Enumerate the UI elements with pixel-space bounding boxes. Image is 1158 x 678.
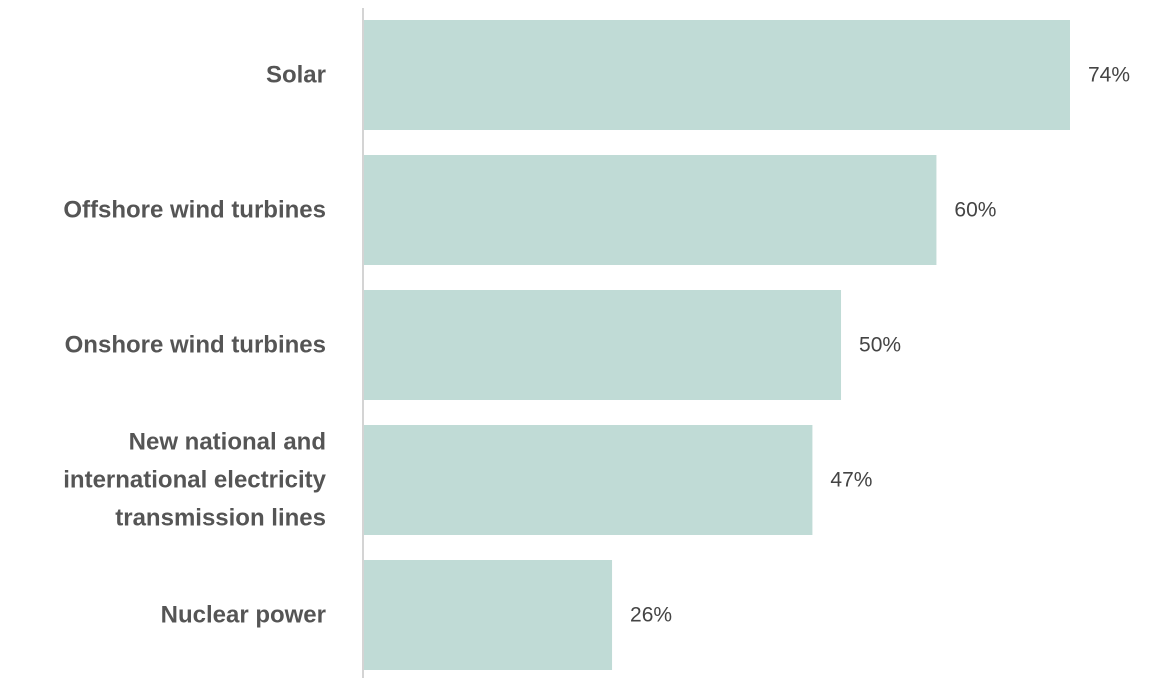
- bars-group: [364, 20, 1070, 670]
- category-labels-group: Solar Offshore wind turbines Onshore wind …: [63, 62, 326, 629]
- bar-0: [364, 20, 1070, 130]
- category-label-3: New national and international electricit…: [63, 429, 326, 532]
- category-label-line: New national and: [129, 429, 326, 456]
- value-label-0: 74%: [1088, 64, 1130, 87]
- value-label-3: 47%: [830, 469, 872, 492]
- category-label-line: transmission lines: [115, 505, 326, 532]
- bar-4: [364, 560, 613, 670]
- value-label-4: 26%: [630, 604, 672, 627]
- value-labels-group: 74% 60% 50% 47% 26%: [630, 64, 1130, 627]
- category-label-line: Nuclear power: [161, 602, 326, 629]
- value-label-1: 60%: [954, 199, 996, 222]
- bar-3: [364, 425, 813, 535]
- value-label-2: 50%: [859, 334, 901, 357]
- category-label-4: Nuclear power: [161, 602, 326, 629]
- category-label-line: international electricity: [63, 467, 326, 494]
- bar-1: [364, 155, 937, 265]
- category-label-2: Onshore wind turbines: [65, 332, 326, 359]
- category-label-line: Offshore wind turbines: [63, 197, 326, 224]
- category-label-0: Solar: [266, 62, 326, 89]
- category-label-line: Solar: [266, 62, 326, 89]
- category-label-1: Offshore wind turbines: [63, 197, 326, 224]
- bar-2: [364, 290, 842, 400]
- category-label-line: Onshore wind turbines: [65, 332, 326, 359]
